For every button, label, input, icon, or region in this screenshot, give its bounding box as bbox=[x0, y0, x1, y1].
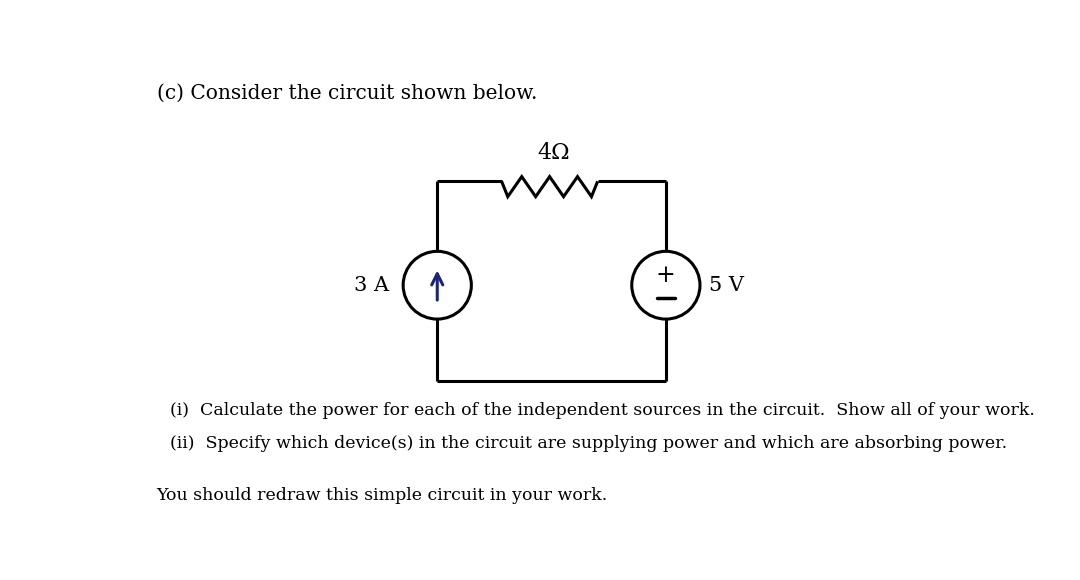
Text: +: + bbox=[656, 264, 676, 288]
Text: 4Ω: 4Ω bbox=[537, 142, 570, 164]
Text: 3 A: 3 A bbox=[354, 276, 389, 295]
Circle shape bbox=[403, 251, 471, 319]
Circle shape bbox=[632, 251, 700, 319]
Text: You should redraw this simple circuit in your work.: You should redraw this simple circuit in… bbox=[157, 487, 608, 504]
Text: (i)  Calculate the power for each of the independent sources in the circuit.  Sh: (i) Calculate the power for each of the … bbox=[170, 403, 1035, 419]
Text: 5 V: 5 V bbox=[710, 276, 744, 295]
Text: (c) Consider the circuit shown below.: (c) Consider the circuit shown below. bbox=[157, 84, 537, 103]
Text: (ii)  Specify which device(s) in the circuit are supplying power and which are a: (ii) Specify which device(s) in the circ… bbox=[170, 436, 1007, 452]
